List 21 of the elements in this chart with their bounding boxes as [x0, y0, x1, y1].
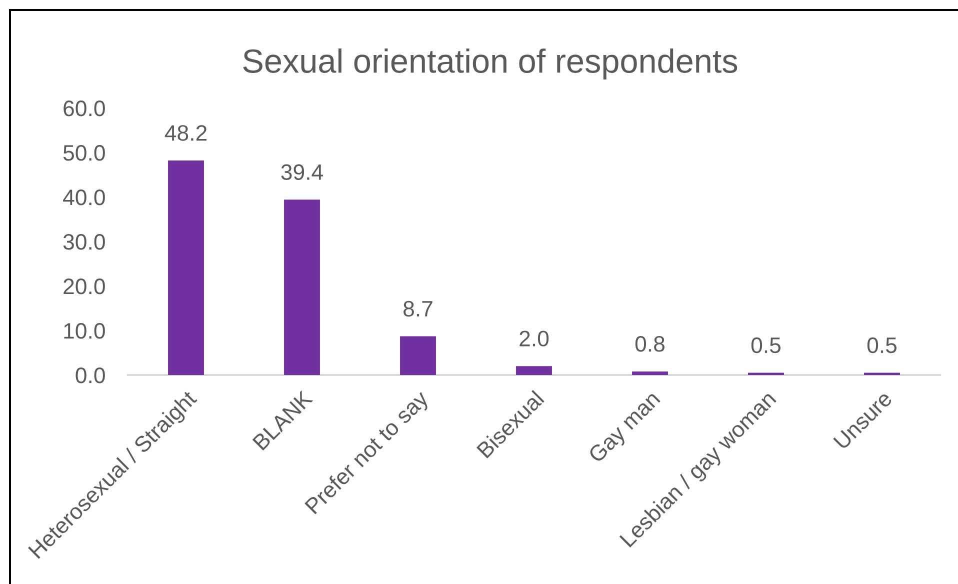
y-tick-label: 20.0	[64, 278, 105, 294]
bar	[400, 336, 436, 375]
y-tick-label: 40.0	[63, 190, 105, 206]
data-label: 0.5	[751, 337, 781, 354]
y-tick-label: 30.0	[63, 234, 105, 250]
chart-title: Sexual orientation of respondents	[243, 48, 738, 80]
data-label: 8.7	[404, 300, 432, 317]
y-tick-label: 10.0	[64, 323, 105, 339]
x-tick-label: Gay man	[587, 390, 664, 466]
bar	[168, 160, 204, 375]
bar	[284, 200, 320, 375]
y-tick-label: 60.0	[64, 100, 105, 116]
bar	[516, 366, 552, 375]
y-tick-label: 0.0	[76, 368, 105, 384]
bar	[632, 371, 668, 375]
data-label: 39.4	[281, 164, 323, 180]
data-label: 2.0	[520, 330, 549, 346]
data-label: 0.5	[867, 337, 897, 354]
data-label: 48.2	[164, 125, 207, 141]
data-label: 0.8	[635, 336, 664, 352]
y-tick-label: 50.0	[63, 145, 105, 161]
